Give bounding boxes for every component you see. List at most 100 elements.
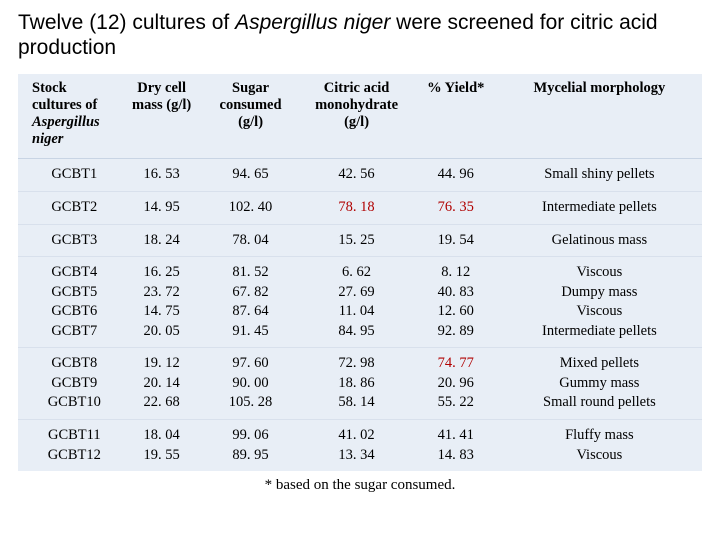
cell-value: GCBT4	[32, 263, 117, 283]
cell-sugar: 97. 6090. 00105. 28	[203, 348, 299, 420]
cell-value: 19. 54	[419, 231, 493, 251]
cell-value: 94. 65	[207, 165, 295, 185]
cell-value: 81. 52	[207, 263, 295, 283]
cell-value: 27. 69	[302, 283, 410, 303]
cell-value: 67. 82	[207, 283, 295, 303]
cell-stock: GCBT3	[18, 224, 121, 257]
cell-value: GCBT6	[32, 302, 117, 322]
col-citric: Citric acid monohydrate (g/l)	[298, 74, 414, 159]
cell-value: 41. 02	[302, 426, 410, 446]
cell-morph: Gelatinous mass	[497, 224, 702, 257]
table-row: GCBT2 14. 95102. 4078. 18 76. 35Intermedia…	[18, 191, 702, 224]
cell-sugar: 99. 0689. 95	[203, 420, 299, 472]
cell-morph: Mixed pelletsGummy massSmall round pelle…	[497, 348, 702, 420]
cell-value: 16. 53	[125, 165, 199, 185]
cell-value: Gelatinous mass	[501, 231, 698, 251]
cell-value: 76. 35	[419, 198, 493, 218]
cell-value: 58. 14	[302, 393, 410, 413]
cell-dry: 19. 1220. 1422. 68	[121, 348, 203, 420]
cell-yield: 19. 54	[415, 224, 497, 257]
cell-value: 105. 28	[207, 393, 295, 413]
col-stock-l1: Stock cultures of	[32, 80, 97, 113]
cell-value: 20. 14	[125, 374, 199, 394]
cell-sugar: 94. 65	[203, 159, 299, 192]
cell-dry: 16. 2523. 7214. 7520. 05	[121, 257, 203, 348]
cell-value: 14. 95	[125, 198, 199, 218]
col-stock: Stock cultures of Aspergillus niger	[18, 74, 121, 159]
col-sugar-l2: consumed	[220, 97, 282, 113]
cell-value: 22. 68	[125, 393, 199, 413]
cell-value: 18. 04	[125, 426, 199, 446]
cell-value: 20. 96	[419, 374, 493, 394]
cell-citric: 78. 18	[298, 191, 414, 224]
table-row: GCBT11GCBT1218. 0419. 5599. 0689. 9541. …	[18, 420, 702, 472]
cell-morph: Intermediate pellets	[497, 191, 702, 224]
cell-value: Intermediate pellets	[501, 322, 698, 342]
cell-value: 23. 72	[125, 283, 199, 303]
slide: Twelve (12) cultures of Aspergillus nige…	[0, 0, 720, 494]
data-table: Stock cultures of Aspergillus niger Dry …	[18, 74, 702, 471]
col-dry-l2: mass (g/l)	[132, 97, 191, 113]
col-sugar-l3: (g/l)	[238, 114, 263, 130]
col-citric-l1: Citric acid	[324, 80, 390, 96]
cell-value: 20. 05	[125, 322, 199, 342]
cell-value: 18. 86	[302, 374, 410, 394]
cell-value: GCBT1	[32, 165, 117, 185]
cell-citric: 6. 6227. 6911. 0484. 95	[298, 257, 414, 348]
cell-value: 41. 41	[419, 426, 493, 446]
cell-stock: GCBT11GCBT12	[18, 420, 121, 472]
table-row: GCBT3 18. 24 78. 0415. 2519. 54 Gelatinous …	[18, 224, 702, 257]
cell-value: 92. 89	[419, 322, 493, 342]
footnote: * based on the sugar consumed.	[18, 471, 702, 494]
cell-value: 78. 18	[302, 198, 410, 218]
cell-dry: 16. 53	[121, 159, 203, 192]
cell-morph: Fluffy massViscous	[497, 420, 702, 472]
col-citric-l3: (g/l)	[344, 114, 369, 130]
cell-sugar: 78. 04	[203, 224, 299, 257]
cell-value: 11. 04	[302, 302, 410, 322]
cell-value: 84. 95	[302, 322, 410, 342]
cell-value: 72. 98	[302, 354, 410, 374]
cell-value: 91. 45	[207, 322, 295, 342]
cell-value: GCBT2	[32, 198, 117, 218]
cell-value: GCBT10	[32, 393, 117, 413]
col-sugar-l1: Sugar	[232, 80, 269, 96]
col-citric-l2: monohydrate	[315, 97, 398, 113]
cell-value: GCBT9	[32, 374, 117, 394]
cell-morph: Small shiny pellets	[497, 159, 702, 192]
cell-value: Mixed pellets	[501, 354, 698, 374]
cell-value: GCBT12	[32, 446, 117, 466]
col-dry: Dry cell mass (g/l)	[121, 74, 203, 159]
cell-dry: 14. 95	[121, 191, 203, 224]
cell-value: Viscous	[501, 302, 698, 322]
cell-value: 19. 55	[125, 446, 199, 466]
cell-value: Small round pellets	[501, 393, 698, 413]
cell-value: GCBT7	[32, 322, 117, 342]
title-prefix: Twelve (12) cultures of	[18, 11, 235, 34]
cell-value: 55. 22	[419, 393, 493, 413]
table-row: GCBT116. 5394. 6542. 5644. 96Small shiny…	[18, 159, 702, 192]
col-morph: Mycelial morphology	[497, 74, 702, 159]
cell-value: 18. 24	[125, 231, 199, 251]
cell-yield: 8. 1240. 8312. 6092. 89	[415, 257, 497, 348]
col-yield-label: % Yield*	[427, 80, 484, 96]
cell-sugar: 102. 40	[203, 191, 299, 224]
cell-dry: 18. 0419. 55	[121, 420, 203, 472]
cell-citric: 15. 25	[298, 224, 414, 257]
cell-value: 12. 60	[419, 302, 493, 322]
col-dry-l1: Dry cell	[137, 80, 186, 96]
cell-value: 99. 06	[207, 426, 295, 446]
cell-value: 78. 04	[207, 231, 295, 251]
col-yield: % Yield*	[415, 74, 497, 159]
cell-value: Small shiny pellets	[501, 165, 698, 185]
cell-value: GCBT5	[32, 283, 117, 303]
table-header: Stock cultures of Aspergillus niger Dry …	[18, 74, 702, 159]
col-stock-l2: Aspergillus niger	[32, 114, 100, 147]
cell-value: GCBT3	[32, 231, 117, 251]
cell-stock: GCBT4GCBT5GCBT6GCBT7	[18, 257, 121, 348]
cell-value: 6. 62	[302, 263, 410, 283]
cell-stock: GCBT1	[18, 159, 121, 192]
cell-value: 14. 75	[125, 302, 199, 322]
cell-value: 40. 83	[419, 283, 493, 303]
cell-value: Viscous	[501, 263, 698, 283]
